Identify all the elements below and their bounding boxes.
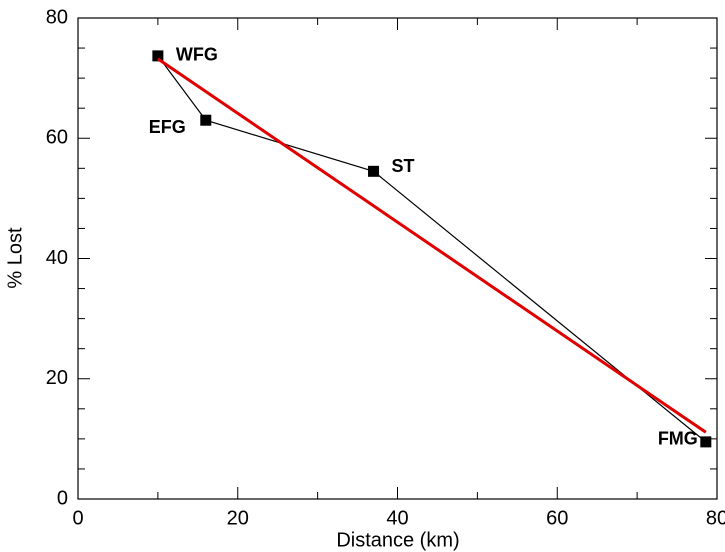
point-marker — [368, 165, 380, 177]
y-tick-label: 80 — [46, 6, 68, 28]
point-label: FMG — [658, 429, 698, 449]
plot-frame — [77, 17, 718, 500]
series-line — [157, 55, 707, 443]
x-tick-label: 80 — [706, 507, 725, 529]
series-line — [157, 57, 707, 434]
x-axis-label: Distance (km) — [336, 529, 459, 551]
point-label: EFG — [149, 117, 186, 137]
x-tick-label: 40 — [386, 507, 408, 529]
x-tick-label: 60 — [546, 507, 568, 529]
y-tick-label: 60 — [46, 127, 68, 149]
x-tick-label: 20 — [227, 507, 249, 529]
y-tick-label: 40 — [46, 247, 68, 269]
point-marker — [152, 50, 164, 62]
point-label: WFG — [176, 45, 218, 65]
y-axis-label: % Lost — [4, 227, 26, 289]
point-label: ST — [392, 156, 415, 176]
x-tick-label: 0 — [72, 507, 83, 529]
point-marker — [700, 436, 712, 448]
y-tick-label: 0 — [57, 487, 68, 509]
y-tick-label: 20 — [46, 367, 68, 389]
point-marker — [200, 114, 212, 126]
